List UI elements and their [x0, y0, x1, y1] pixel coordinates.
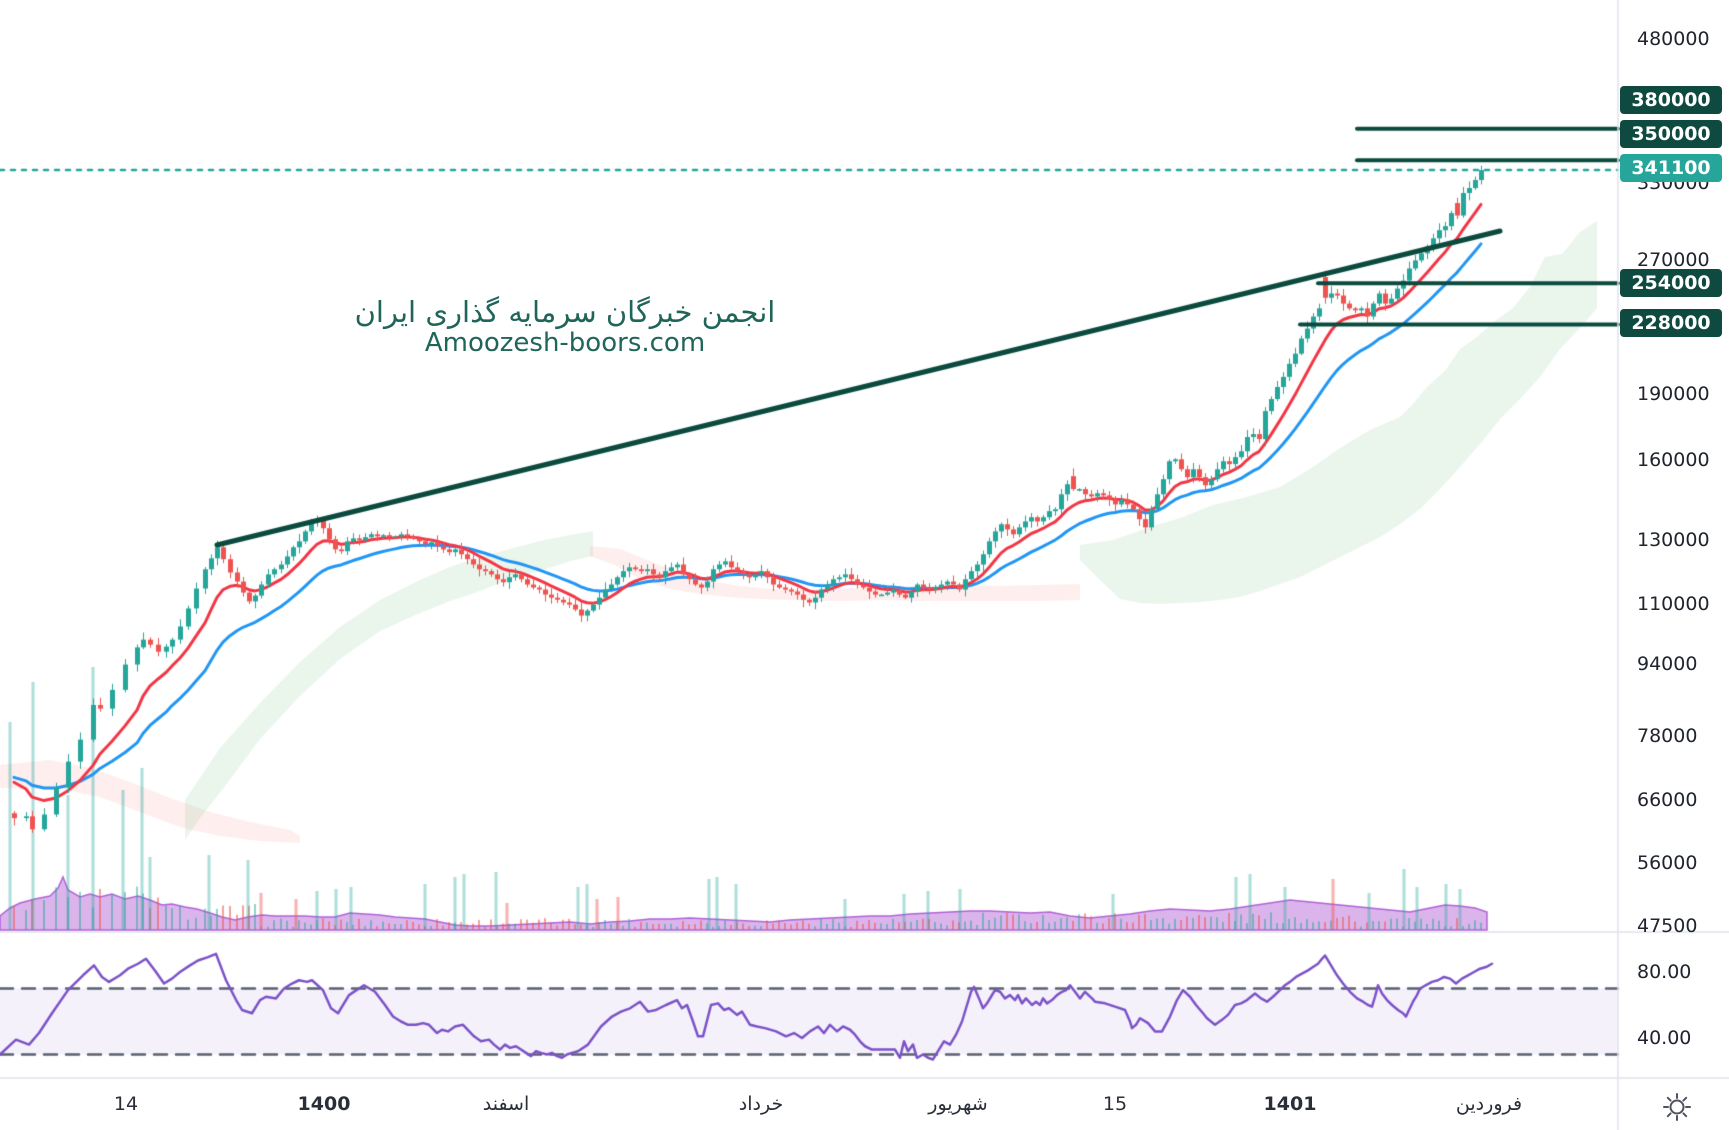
price-level-badge: 254000 [1620, 269, 1722, 297]
price-axis-label: 160000 [1637, 449, 1710, 472]
price-axis-label: 94000 [1637, 653, 1698, 676]
time-axis-label: 1400 [297, 1093, 351, 1115]
price-axis-label: 56000 [1637, 851, 1698, 874]
time-axis-label: خرداد [738, 1093, 784, 1115]
time-axis-label: 15 [1102, 1093, 1128, 1115]
price-axis-label: 78000 [1637, 724, 1698, 747]
time-axis-label: شهریور [928, 1093, 988, 1115]
price-axis-label: 480000 [1637, 28, 1710, 51]
price-axis-label: 47500 [1637, 914, 1698, 937]
time-axis-label: اسفند [482, 1093, 530, 1115]
time-axis-label: فروردین [1455, 1093, 1523, 1115]
price-level-badge: 228000 [1620, 309, 1722, 337]
time-axis-label: 14 [113, 1093, 139, 1115]
rsi-axis-label: 40.00 [1637, 1027, 1692, 1049]
price-level-badge: 380000 [1620, 86, 1722, 114]
price-axis-label: 130000 [1637, 528, 1710, 551]
rsi-axis-label: 80.00 [1637, 961, 1692, 983]
gear-icon[interactable] [1662, 1092, 1692, 1122]
time-axis-label: 1401 [1263, 1093, 1317, 1115]
price-level-badge: 350000 [1620, 120, 1722, 148]
price-axis-label: 270000 [1637, 248, 1710, 271]
price-axis-label: 110000 [1637, 592, 1710, 615]
price-axis-label: 66000 [1637, 788, 1698, 811]
price-axis-label: 190000 [1637, 383, 1710, 406]
last-price-badge: 341100 [1620, 154, 1722, 182]
